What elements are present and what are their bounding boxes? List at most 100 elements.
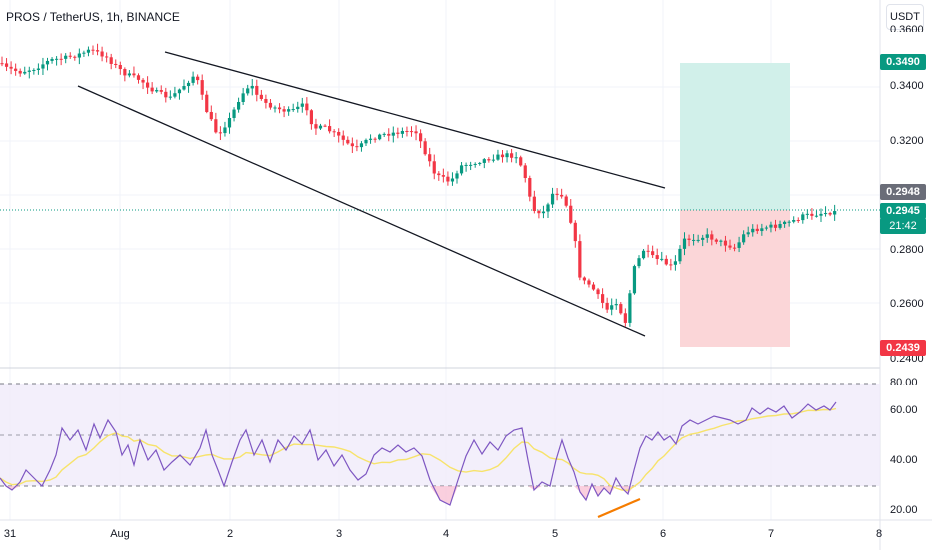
candle[interactable] xyxy=(146,76,150,94)
candle[interactable] xyxy=(710,230,714,246)
candle[interactable] xyxy=(300,97,304,113)
candle[interactable] xyxy=(4,58,9,72)
candle[interactable] xyxy=(191,71,195,86)
candle[interactable] xyxy=(164,87,168,103)
candle[interactable] xyxy=(136,73,141,84)
candle[interactable] xyxy=(328,119,332,134)
candle[interactable] xyxy=(391,126,395,143)
candle[interactable] xyxy=(237,97,241,113)
candle[interactable] xyxy=(623,308,627,327)
candle[interactable] xyxy=(400,127,404,138)
candle[interactable] xyxy=(769,221,773,233)
candle[interactable] xyxy=(819,208,823,223)
candle[interactable] xyxy=(528,175,532,202)
candle[interactable] xyxy=(32,68,36,75)
candle[interactable] xyxy=(168,90,172,100)
candle[interactable] xyxy=(305,97,309,116)
candle[interactable] xyxy=(405,126,409,137)
candle[interactable] xyxy=(732,243,737,252)
candle[interactable] xyxy=(833,204,837,221)
candle[interactable] xyxy=(746,226,750,238)
candle[interactable] xyxy=(723,235,728,252)
candle[interactable] xyxy=(364,138,368,146)
candle[interactable] xyxy=(587,278,591,288)
candle[interactable] xyxy=(728,239,732,250)
candle[interactable] xyxy=(173,86,177,99)
candle[interactable] xyxy=(150,82,154,95)
candle[interactable] xyxy=(655,248,659,265)
candlestick-series[interactable] xyxy=(0,43,837,327)
candle[interactable] xyxy=(127,70,131,78)
candle[interactable] xyxy=(764,225,768,231)
candle[interactable] xyxy=(510,148,514,163)
candle[interactable] xyxy=(605,297,609,313)
candle[interactable] xyxy=(660,251,664,262)
candle[interactable] xyxy=(810,208,814,220)
candle[interactable] xyxy=(569,198,573,225)
candle[interactable] xyxy=(241,87,245,106)
profit-zone[interactable] xyxy=(680,63,790,210)
candle[interactable] xyxy=(687,234,691,247)
candle[interactable] xyxy=(646,244,650,258)
candle[interactable] xyxy=(259,89,263,101)
candle[interactable] xyxy=(423,138,427,156)
candle[interactable] xyxy=(209,105,213,121)
candle[interactable] xyxy=(705,228,709,243)
candle[interactable] xyxy=(755,224,759,234)
candle[interactable] xyxy=(414,125,418,141)
candle[interactable] xyxy=(737,236,741,253)
candle[interactable] xyxy=(227,112,232,134)
candle[interactable] xyxy=(114,59,118,69)
candle[interactable] xyxy=(441,168,445,183)
candle[interactable] xyxy=(500,150,505,163)
loss-zone[interactable] xyxy=(680,210,790,347)
candle[interactable] xyxy=(55,56,59,66)
candle[interactable] xyxy=(719,239,723,247)
candle[interactable] xyxy=(614,298,618,310)
candle[interactable] xyxy=(218,126,222,141)
candle[interactable] xyxy=(742,230,746,245)
candle[interactable] xyxy=(823,206,828,217)
candle[interactable] xyxy=(359,141,364,152)
candle[interactable] xyxy=(314,118,318,135)
candle[interactable] xyxy=(560,188,564,199)
candle[interactable] xyxy=(95,43,100,56)
candle[interactable] xyxy=(91,45,95,55)
candle[interactable] xyxy=(469,161,473,171)
candle[interactable] xyxy=(118,61,122,75)
candle[interactable] xyxy=(523,163,527,183)
candle[interactable] xyxy=(18,68,22,77)
candle[interactable] xyxy=(450,172,455,186)
candle[interactable] xyxy=(651,245,655,258)
candle[interactable] xyxy=(337,128,341,143)
candle[interactable] xyxy=(473,162,477,168)
candle[interactable] xyxy=(419,129,423,149)
candle[interactable] xyxy=(41,57,45,75)
candle[interactable] xyxy=(610,298,614,316)
candle[interactable] xyxy=(801,212,805,224)
symbol-title[interactable]: PROS / TetherUS, 1h, BINANCE xyxy=(6,10,180,24)
candle[interactable] xyxy=(664,255,668,266)
candle[interactable] xyxy=(109,53,113,70)
candle[interactable] xyxy=(682,232,687,256)
candle[interactable] xyxy=(86,46,91,57)
candle[interactable] xyxy=(760,223,764,236)
candle[interactable] xyxy=(378,133,382,141)
candle[interactable] xyxy=(77,48,81,65)
candle[interactable] xyxy=(123,67,127,82)
candle[interactable] xyxy=(714,238,718,245)
candle[interactable] xyxy=(678,245,682,265)
candle[interactable] xyxy=(437,171,441,181)
candle[interactable] xyxy=(792,216,796,224)
candle[interactable] xyxy=(382,132,386,138)
candle[interactable] xyxy=(828,211,832,217)
candle[interactable] xyxy=(669,258,673,271)
candle[interactable] xyxy=(64,53,68,64)
candle[interactable] xyxy=(459,162,464,176)
candle[interactable] xyxy=(596,287,600,299)
candle[interactable] xyxy=(246,84,250,96)
candle[interactable] xyxy=(200,74,204,100)
divergence-line[interactable] xyxy=(597,497,641,519)
candle[interactable] xyxy=(155,87,159,93)
